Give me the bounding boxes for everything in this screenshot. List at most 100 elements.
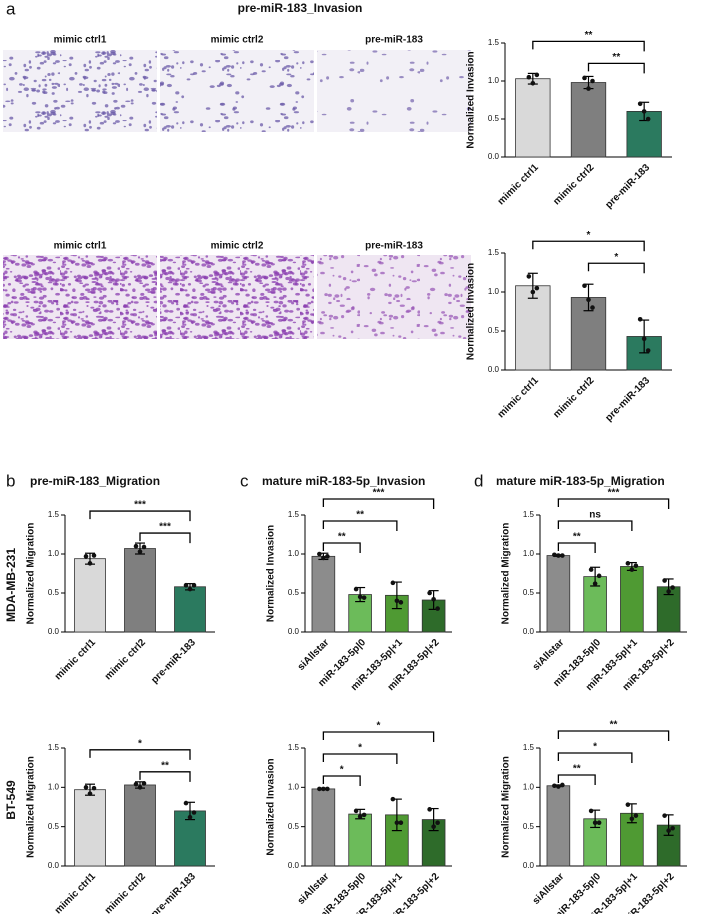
data-point [592,581,598,586]
significance-label: ** [610,720,618,731]
cell-line-label: BT-549 [4,780,18,820]
x-tick-label: pre-miR-183 [603,162,652,211]
bar [124,548,156,633]
significance-label: ** [338,532,346,543]
data-point [670,585,675,590]
data-point [590,78,595,84]
y-tick-label: 0.5 [523,588,535,597]
y-tick-label: 0.0 [48,627,60,636]
significance-label: * [340,765,344,776]
data-point [133,781,139,787]
data-point [91,785,97,791]
bar [546,555,571,633]
y-tick-label: 0.5 [288,588,300,597]
significance-bracket [139,771,191,782]
data-point [596,820,602,826]
data-point [625,561,631,566]
data-point [394,820,400,826]
data-point [670,825,675,831]
y-tick-label: 0.5 [488,326,500,335]
bar [74,558,106,633]
x-tick-label: mimic ctrl1 [53,637,98,682]
significance-label: *** [159,522,171,533]
y-tick-label: 1.0 [48,782,60,791]
micrograph-cells [3,255,157,339]
micrograph-label: pre-miR-183 [365,241,423,252]
chart-title: pre-miR-183_Migration [30,474,160,488]
data-point [530,80,536,86]
micrograph-label: mimic ctrl1 [54,35,107,46]
data-point [637,317,643,322]
data-point [556,553,561,558]
y-tick-label: 1.0 [488,287,500,296]
data-point [629,567,635,572]
data-point [592,820,598,826]
micrograph-cells [3,50,157,132]
bar [515,78,551,158]
x-tick-label: siAllstar [296,871,332,907]
data-point [87,791,93,796]
x-tick-label: mimic ctrl2 [551,375,596,420]
y-tick-label: 1.5 [523,510,535,519]
panel-letter: a [6,0,16,18]
y-tick-label: 0.5 [288,822,300,831]
micrograph-cells [160,255,314,339]
data-point [353,586,359,592]
data-point [633,563,639,568]
bar [348,813,372,867]
panel-letter: b [6,471,15,490]
panel-letter: c [240,471,249,490]
data-point [582,75,587,81]
data-point [390,580,396,586]
x-tick-label: mimic ctrl1 [53,871,98,914]
data-point [83,554,89,559]
data-point [530,289,536,295]
significance-bracket [89,510,191,522]
y-axis-label: Normalized Migration [26,756,37,858]
y-tick-label: 1.5 [488,38,500,47]
y-tick-label: 1.0 [488,76,500,85]
data-point [534,285,540,291]
significance-label: * [614,252,618,263]
y-tick-label: 0.0 [523,627,535,636]
x-tick-label: mimic ctrl1 [496,162,541,207]
data-point [586,86,591,91]
data-point [427,807,432,812]
y-tick-label: 1.5 [288,510,300,519]
data-point [390,796,396,802]
significance-bracket [557,752,633,763]
panel-title: pre-miR-183_Invasion [238,1,363,15]
y-tick-label: 0.0 [523,861,535,870]
data-point [394,598,400,604]
y-axis-label: Normalized Migration [501,756,512,858]
data-point [586,297,591,303]
significance-label: *** [134,500,146,511]
significance-bracket [532,240,645,252]
y-tick-label: 0.5 [48,588,60,597]
bar [174,586,206,633]
y-axis-label: Normalized Invasion [466,263,477,360]
data-point [637,101,643,107]
data-point [361,812,367,818]
data-point [357,814,363,819]
significance-label: * [593,742,597,753]
y-tick-label: 0.0 [488,152,500,161]
significance-bracket [322,731,435,742]
data-point [435,820,440,826]
data-point [133,543,139,549]
significance-bracket [322,498,435,509]
x-tick-label: pre-miR-183 [149,637,198,686]
data-point [398,600,404,605]
y-tick-label: 0.0 [288,861,300,870]
y-tick-label: 1.5 [288,743,300,752]
significance-bracket [322,542,361,553]
data-point [187,586,193,592]
significance-bracket [322,520,398,531]
y-tick-label: 1.0 [288,549,300,558]
y-tick-label: 1.0 [48,549,60,558]
significance-label: * [377,721,381,732]
data-point [191,810,197,815]
bar [570,82,607,158]
data-point [552,552,557,558]
